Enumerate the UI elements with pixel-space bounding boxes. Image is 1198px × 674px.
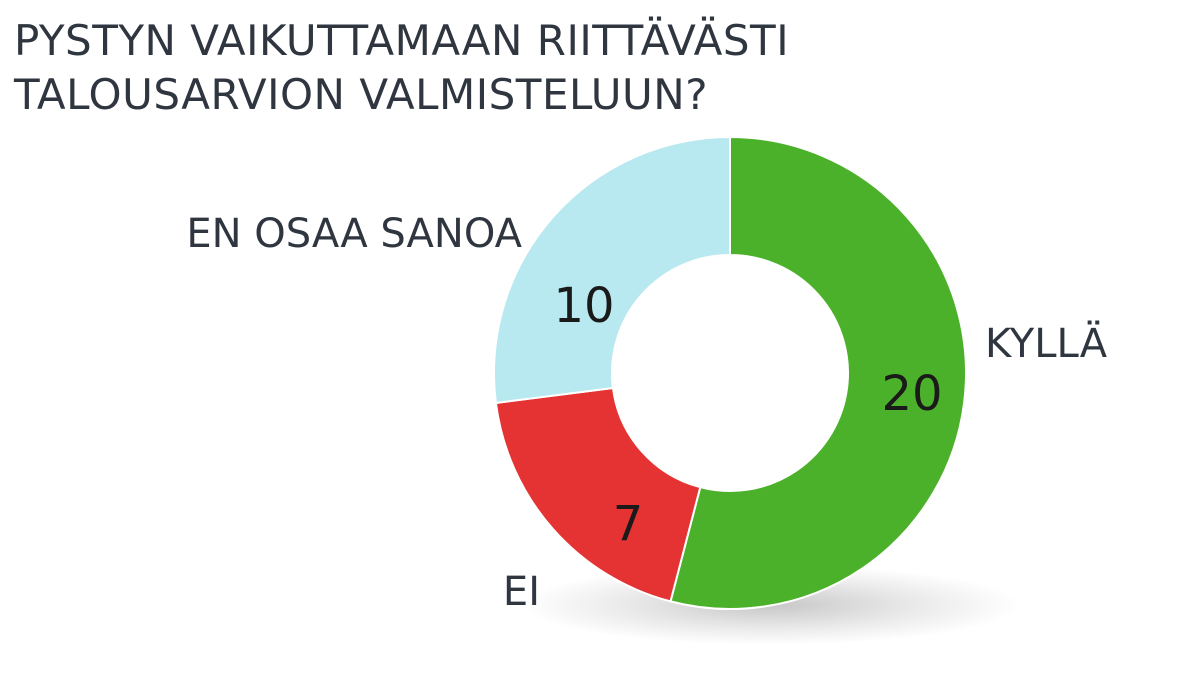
labels-group: 20 KYLLÄ 7 EI 10 EN OSAA SANOA [186, 211, 1107, 615]
value-label-en-osaa-sanoa: 10 [553, 278, 614, 334]
value-label-ei: 7 [613, 496, 644, 552]
chart-title-line-2: TALOUSARVION VALMISTELUUN? [14, 70, 708, 119]
category-label-ei: EI [503, 569, 540, 615]
category-label-en-osaa-sanoa: EN OSAA SANOA [186, 211, 522, 257]
value-label-kylla: 20 [881, 366, 942, 422]
slice-kylla [669, 135, 967, 610]
chart-title: PYSTYN VAIKUTTAMAAN RIITTÄVÄSTI TALOUSAR… [14, 14, 789, 122]
chart-title-line-1: PYSTYN VAIKUTTAMAAN RIITTÄVÄSTI [14, 16, 790, 65]
slices-group [493, 135, 967, 610]
slice-ei [494, 386, 702, 603]
slice-en-osaa-sanoa [493, 135, 731, 405]
category-label-kylla: KYLLÄ [985, 319, 1108, 367]
